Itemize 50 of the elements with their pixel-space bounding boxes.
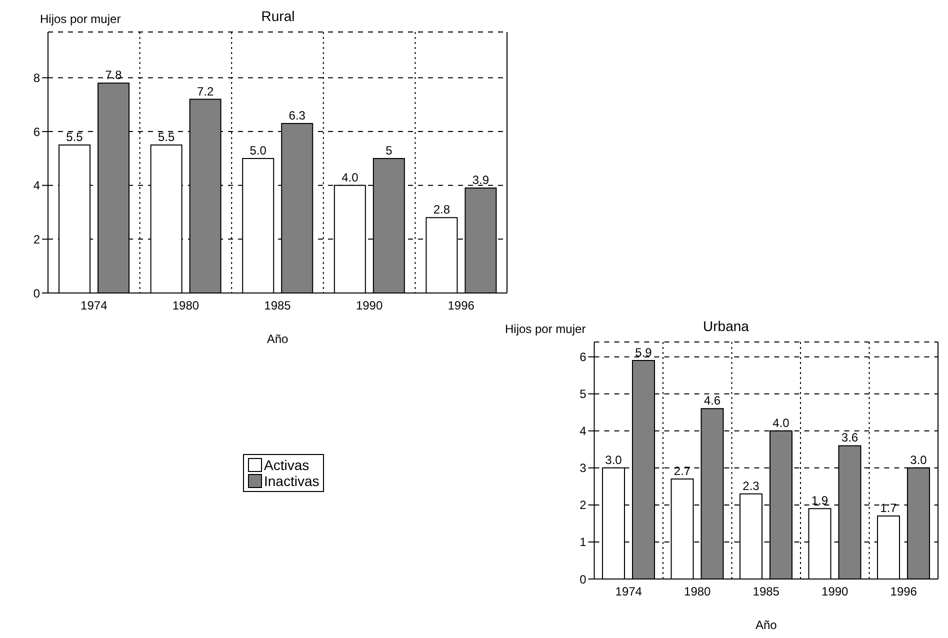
y-tick-label: 6 [33, 124, 40, 139]
y-tick-label: 1 [580, 535, 587, 550]
x-tick-label: 1985 [264, 298, 292, 313]
y-tick-label: 8 [33, 71, 40, 85]
data-label: 4.0 [772, 416, 790, 430]
data-label: 5 [386, 143, 393, 158]
x-tick-label: 1974 [80, 298, 108, 313]
legend-label: Activas [263, 457, 310, 473]
y-tick-label: 4 [33, 178, 40, 193]
data-label: 2.8 [433, 202, 450, 217]
data-label: 3.0 [910, 452, 928, 467]
y-axis-title: Hijos por mujer [40, 12, 121, 26]
data-label: 3.9 [472, 173, 490, 188]
x-tick-label: 1990 [356, 298, 383, 313]
x-tick-label: 1996 [890, 584, 918, 599]
data-label: 3.6 [841, 430, 858, 445]
x-tick-label: 1985 [752, 584, 780, 599]
data-label: 7.8 [105, 68, 122, 82]
y-tick-label: 0 [580, 572, 587, 586]
x-axis-title: Año [755, 618, 778, 632]
data-label: 1.7 [880, 501, 898, 516]
x-tick-label: 1974 [615, 584, 642, 599]
data-label: 7.2 [196, 84, 214, 98]
data-label: 5.0 [250, 143, 267, 158]
y-tick-label: 4 [580, 424, 587, 438]
y-axis-title: Hijos por mujer [505, 322, 586, 336]
data-label: 5.5 [158, 130, 175, 144]
x-axis-title: Año [266, 332, 288, 346]
y-tick-label: 2 [33, 232, 40, 246]
chart-title: Rural [261, 8, 295, 24]
x-tick-label: 1996 [448, 298, 475, 313]
y-tick-label: 5 [580, 387, 587, 402]
data-label: 2.3 [742, 478, 760, 493]
data-label: 5.9 [635, 346, 652, 360]
y-tick-label: 6 [580, 350, 587, 364]
data-label: 2.7 [674, 464, 691, 478]
data-label: 4.6 [704, 394, 721, 408]
x-tick-label: 1980 [172, 298, 200, 313]
y-tick-label: 2 [580, 498, 587, 512]
x-tick-label: 1990 [822, 584, 849, 599]
x-tick-label: 1980 [684, 584, 712, 599]
data-label: 5.5 [66, 130, 84, 144]
data-label: 6.3 [288, 108, 306, 122]
chart-title: Urbana [703, 318, 749, 334]
legend-label: Inactivas [263, 473, 320, 489]
data-label: 3.0 [605, 452, 622, 467]
y-tick-label: 3 [580, 461, 587, 476]
y-tick-label: 0 [33, 286, 40, 300]
data-label: 4.0 [342, 170, 359, 184]
data-label: 1.9 [811, 494, 828, 508]
